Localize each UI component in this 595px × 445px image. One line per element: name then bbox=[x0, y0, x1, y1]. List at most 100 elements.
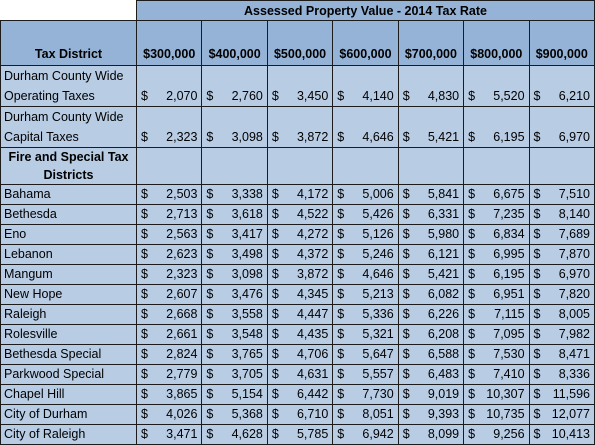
district-name: City of Raleigh bbox=[0, 424, 137, 445]
tax-amount: 7,870 bbox=[558, 247, 590, 261]
tax-amount: 3,872 bbox=[296, 267, 329, 281]
tax-amount-cell: $4,172 bbox=[266, 184, 334, 205]
tax-amount-cell: $4,140 bbox=[332, 65, 399, 107]
tax-amount: 3,865 bbox=[166, 387, 198, 401]
tax-amount-cell: $7,095 bbox=[463, 324, 530, 345]
tax-amount-cell: $3,618 bbox=[201, 204, 268, 225]
currency-symbol: $ bbox=[337, 407, 345, 421]
currency-symbol: $ bbox=[206, 367, 214, 381]
table-row: Mangum $2,323 $3,098 $3,872 $4,646 $5,421 $6,1… bbox=[0, 264, 595, 285]
currency-symbol: $ bbox=[141, 407, 148, 421]
column-header: $900,000 bbox=[528, 20, 595, 66]
tax-amount-cell: $4,026 bbox=[135, 404, 203, 425]
tax-amount: 2,661 bbox=[166, 327, 198, 341]
tax-amount: 6,195 bbox=[493, 267, 525, 281]
tax-amount-cell: $8,051 bbox=[332, 404, 399, 425]
tax-amount: 3,417 bbox=[231, 227, 263, 241]
currency-symbol: $ bbox=[141, 367, 148, 381]
district-name: Chapel Hill bbox=[0, 384, 137, 405]
currency-symbol: $ bbox=[141, 187, 148, 201]
tax-amount: 4,646 bbox=[362, 130, 394, 144]
tax-amount-cell: $5,426 bbox=[332, 204, 399, 225]
currency-symbol: $ bbox=[271, 347, 279, 361]
currency-symbol: $ bbox=[271, 387, 279, 401]
tax-amount-cell: $9,256 bbox=[463, 424, 530, 445]
tax-amount-cell: $8,099 bbox=[397, 424, 465, 445]
tax-amount-cell: $3,417 bbox=[201, 224, 268, 245]
tax-amount: 10,735 bbox=[486, 407, 525, 421]
tax-amount: 2,607 bbox=[166, 287, 198, 301]
currency-symbol: $ bbox=[337, 267, 345, 281]
currency-symbol: $ bbox=[468, 89, 476, 103]
tax-amount: 6,331 bbox=[427, 207, 460, 221]
currency-symbol: $ bbox=[402, 327, 410, 341]
tax-amount: 9,393 bbox=[427, 407, 460, 421]
tax-amount-cell: $5,321 bbox=[332, 324, 399, 345]
currency-symbol: $ bbox=[206, 89, 214, 103]
tax-amount: 5,841 bbox=[427, 187, 460, 201]
tax-amount: 3,705 bbox=[231, 367, 263, 381]
tax-amount: 5,557 bbox=[362, 367, 394, 381]
tax-amount-cell: $6,226 bbox=[397, 304, 465, 325]
tax-amount-cell: $6,195 bbox=[463, 106, 530, 148]
tax-amount-cell: $2,607 bbox=[135, 284, 203, 305]
tax-amount-cell: $7,689 bbox=[528, 224, 595, 245]
tax-amount-cell: $7,115 bbox=[463, 304, 530, 325]
tax-amount-cell: $6,951 bbox=[463, 284, 530, 305]
currency-symbol: $ bbox=[337, 427, 345, 441]
currency-symbol: $ bbox=[337, 327, 345, 341]
currency-symbol: $ bbox=[533, 287, 541, 301]
table-row: Durham County Wide Capital Taxes $2,323 $3… bbox=[0, 106, 595, 148]
tax-amount: 5,006 bbox=[362, 187, 394, 201]
currency-symbol: $ bbox=[533, 267, 541, 281]
tax-amount: 4,140 bbox=[362, 89, 394, 103]
empty-cell bbox=[135, 147, 203, 185]
tax-amount: 7,095 bbox=[493, 327, 525, 341]
tax-amount-cell: $4,830 bbox=[397, 65, 465, 107]
currency-symbol: $ bbox=[533, 367, 541, 381]
tax-amount: 4,345 bbox=[296, 287, 329, 301]
currency-symbol: $ bbox=[141, 267, 148, 281]
tax-amount: 10,307 bbox=[486, 387, 525, 401]
column-header: $400,000 bbox=[201, 20, 268, 66]
tax-amount-cell: $6,331 bbox=[397, 204, 465, 225]
district-name: Rolesville bbox=[0, 324, 137, 345]
table-row: Parkwood Special $2,779 $3,705 $4,631 $5,557… bbox=[0, 364, 595, 385]
currency-symbol: $ bbox=[141, 130, 148, 144]
currency-symbol: $ bbox=[402, 287, 410, 301]
currency-symbol: $ bbox=[206, 287, 214, 301]
tax-amount: 9,019 bbox=[427, 387, 460, 401]
currency-symbol: $ bbox=[141, 387, 148, 401]
tax-amount: 5,336 bbox=[362, 307, 394, 321]
tax-amount-cell: $2,070 bbox=[135, 65, 203, 107]
tax-amount-cell: $3,471 bbox=[135, 424, 203, 445]
table-title: Assessed Property Value - 2014 Tax Rate bbox=[136, 0, 595, 21]
tax-amount-cell: $6,588 bbox=[397, 344, 465, 365]
tax-amount-cell: $5,421 bbox=[397, 264, 465, 285]
district-name: Eno bbox=[0, 224, 137, 245]
tax-amount: 4,172 bbox=[296, 187, 329, 201]
currency-symbol: $ bbox=[402, 407, 410, 421]
currency-symbol: $ bbox=[468, 407, 476, 421]
currency-symbol: $ bbox=[402, 387, 410, 401]
tax-amount: 5,321 bbox=[362, 327, 394, 341]
tax-amount-cell: $5,336 bbox=[332, 304, 399, 325]
tax-amount: 4,272 bbox=[296, 227, 329, 241]
currency-symbol: $ bbox=[402, 347, 410, 361]
tax-amount-cell: $5,154 bbox=[201, 384, 268, 405]
tax-amount: 6,082 bbox=[427, 287, 460, 301]
tax-district-header: Tax District bbox=[0, 20, 137, 66]
currency-symbol: $ bbox=[533, 89, 541, 103]
tax-amount: 8,099 bbox=[427, 427, 460, 441]
tax-amount: 6,483 bbox=[427, 367, 460, 381]
district-name: Durham County Wide Capital Taxes bbox=[0, 106, 137, 148]
tax-amount: 3,558 bbox=[231, 307, 263, 321]
empty-cell bbox=[266, 147, 334, 185]
table-row: City of Raleigh $3,471 $4,628 $5,785 $6,942 $… bbox=[0, 424, 595, 445]
currency-symbol: $ bbox=[141, 227, 148, 241]
tax-amount: 5,785 bbox=[296, 427, 329, 441]
section-label: Fire and Special Tax Districts bbox=[0, 147, 137, 185]
tax-amount-cell: $6,675 bbox=[463, 184, 530, 205]
tax-amount: 2,563 bbox=[166, 227, 198, 241]
tax-amount: 4,631 bbox=[296, 367, 329, 381]
